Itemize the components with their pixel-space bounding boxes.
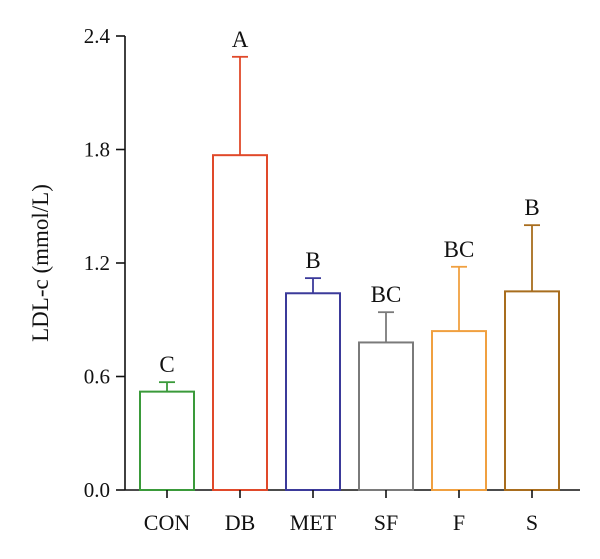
bar-group-s: SB [504, 195, 560, 535]
x-tick-label: F [453, 510, 465, 535]
x-tick-label: SF [374, 510, 398, 535]
significance-label: BC [371, 282, 402, 307]
y-tick-label: 1.2 [84, 251, 110, 275]
bar-group-sf: SF BC [358, 282, 414, 535]
significance-label: A [232, 27, 249, 52]
y-axis-title: LDL-c (mmol/L) [28, 184, 53, 342]
bar-group-db: DB A [212, 27, 268, 535]
bar-f [431, 330, 487, 491]
x-tick-label: DB [225, 510, 256, 535]
significance-label: C [159, 352, 174, 377]
x-tick-label: MET [290, 510, 337, 535]
y-tick-label: 0.6 [84, 365, 110, 389]
bar-sf [358, 341, 414, 492]
y-tick-label: 0.0 [84, 478, 110, 502]
bar-group-con: CON C [139, 352, 195, 535]
y-tick-label: 1.8 [84, 138, 110, 162]
bar-db [212, 154, 268, 492]
bar-con [139, 390, 195, 491]
bar-group-f: F BC [431, 237, 487, 535]
significance-label: BC [444, 237, 475, 262]
significance-label: B [305, 248, 320, 273]
bar-s [504, 290, 560, 491]
significance-label: B [524, 195, 539, 220]
bar-group-met: MET B [285, 248, 341, 535]
x-tick-label: S [526, 510, 538, 535]
y-tick-label: 2.4 [84, 24, 111, 48]
y-axis: 0.0 0.6 1.2 1.8 2.4 [84, 24, 126, 502]
bar-met [285, 292, 341, 491]
x-tick-label: CON [144, 510, 191, 535]
